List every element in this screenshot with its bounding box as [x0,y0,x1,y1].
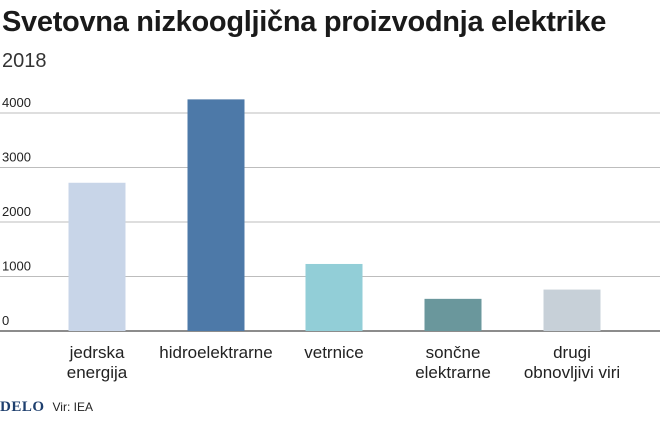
category-label-4-line-0: drugi [553,343,591,362]
bar-chart: 0 1000 2000 3000 4000 jedrska energija hidroele… [0,95,660,382]
source-note: Vir: IEA [52,400,93,414]
chart-title: Svetovna nizkoogljična proizvodnja elekt… [2,6,607,38]
y-tick-label-4000: 4000 [2,95,31,110]
category-label-0: jedrska energija [67,343,128,382]
category-label-3-line-1: elektrarne [415,363,491,382]
y-tick-label-3000: 3000 [2,150,31,165]
category-label-2-line-0: vetrnice [304,343,364,362]
y-tick-label-0: 0 [2,313,9,328]
bar-2 [305,263,363,331]
delo-logo: DELO [0,398,45,415]
category-label-4-line-1: obnovljivi viri [524,363,620,382]
chart-subtitle: 2018 [2,50,47,72]
category-label-2: vetrnice [304,343,364,362]
category-label-0-line-1: energija [67,363,128,382]
category-label-4: drugi obnovljivi viri [524,343,620,382]
category-label-3-line-0: sončne [426,343,481,362]
bar-4 [543,289,601,331]
category-label-1: hidroelektrarne [159,343,272,362]
bar-1 [187,99,245,331]
category-label-0-line-0: jedrska [69,343,125,362]
category-label-1-line-0: hidroelektrarne [159,343,272,362]
y-tick-label-2000: 2000 [2,204,31,219]
y-tick-label-1000: 1000 [2,259,31,274]
bar-0 [68,182,126,331]
category-label-3: sončne elektrarne [415,343,491,382]
footer: DELO Vir: IEA [0,397,93,417]
bar-3 [424,298,482,331]
